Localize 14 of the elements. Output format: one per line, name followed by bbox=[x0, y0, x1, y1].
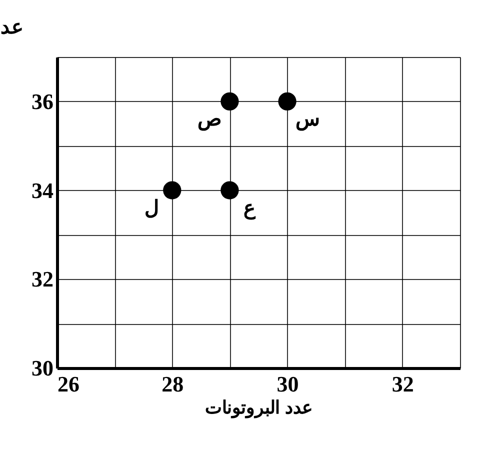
annotation: ص bbox=[198, 108, 222, 132]
y-tick-label: 30 bbox=[32, 356, 54, 380]
annotation: ل bbox=[144, 197, 160, 220]
x-tick-label: 32 bbox=[392, 372, 414, 396]
x-tick-label: 28 bbox=[162, 372, 184, 396]
y-tick-label: 36 bbox=[32, 88, 54, 114]
annotation: س bbox=[295, 108, 320, 132]
y-tick-label: 32 bbox=[32, 266, 54, 292]
x-tick-label: 26 bbox=[58, 372, 80, 396]
x-axis-title: عدد البروتونات bbox=[204, 398, 314, 418]
y-axis-title: عد bbox=[0, 16, 24, 38]
y-tick-label: 34 bbox=[32, 178, 54, 203]
x-tick-label: 30 bbox=[276, 372, 299, 396]
annotation: ع bbox=[244, 197, 257, 220]
